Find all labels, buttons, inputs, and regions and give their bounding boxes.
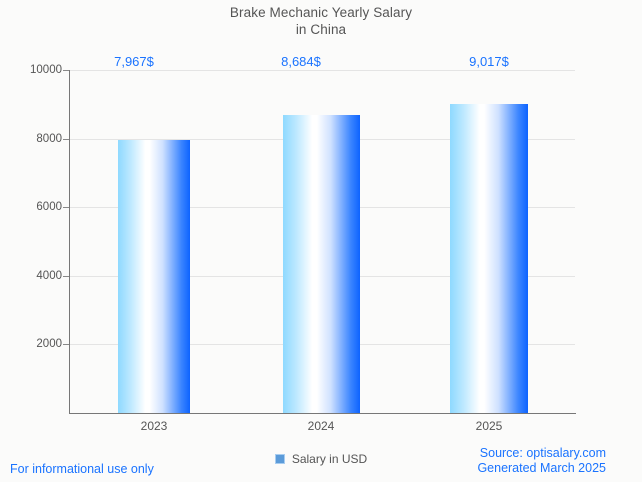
y-axis-tick-8000 xyxy=(63,138,69,140)
chart-legend: Salary in USD xyxy=(0,452,642,466)
value-label-2023: 7,967$ xyxy=(114,54,154,69)
y-axis-tick-10000 xyxy=(63,70,69,71)
chart-title: Brake Mechanic Yearly Salary in China xyxy=(0,4,642,38)
y-tick-label-2000: 2000 xyxy=(36,338,62,351)
value-label-2025: 9,017$ xyxy=(469,54,509,69)
x-tick-label-2025: 2025 xyxy=(475,419,503,433)
footer-source-line: Source: optisalary.com xyxy=(479,446,606,460)
y-axis-tick-6000 xyxy=(63,207,69,209)
footer-disclaimer: For informational use only xyxy=(10,462,154,476)
x-tick-label-2024: 2024 xyxy=(307,419,335,433)
y-axis-tick-2000 xyxy=(63,344,69,346)
legend-item-label[interactable]: Salary in USD xyxy=(291,452,368,466)
x-axis-line xyxy=(69,413,576,414)
bar-2024[interactable] xyxy=(283,115,360,413)
bar-2023[interactable] xyxy=(118,139,190,413)
y-tick-label-6000: 6000 xyxy=(36,201,62,214)
legend-swatch-icon xyxy=(274,454,285,464)
y-tick-label-10000: 10000 xyxy=(30,64,62,76)
bar-2025[interactable] xyxy=(450,103,528,413)
y-axis-labels: 10000 8000 6000 4000 2000 xyxy=(0,0,62,482)
chart-title-line2: in China xyxy=(295,22,347,37)
plot-area xyxy=(70,70,575,413)
chart-title-line1: Brake Mechanic Yearly Salary xyxy=(229,5,413,20)
footer-source: Source: optisalary.com Generated March 2… xyxy=(477,446,606,476)
y-axis-tick-4000 xyxy=(63,275,69,277)
x-tick-label-2023: 2023 xyxy=(140,419,168,433)
y-axis-line xyxy=(69,70,70,414)
footer-generated-line: Generated March 2025 xyxy=(477,461,606,475)
gridline-10000 xyxy=(70,70,575,71)
y-tick-label-8000: 8000 xyxy=(36,132,62,145)
value-label-2024: 8,684$ xyxy=(281,54,321,69)
y-tick-label-4000: 4000 xyxy=(36,269,62,282)
